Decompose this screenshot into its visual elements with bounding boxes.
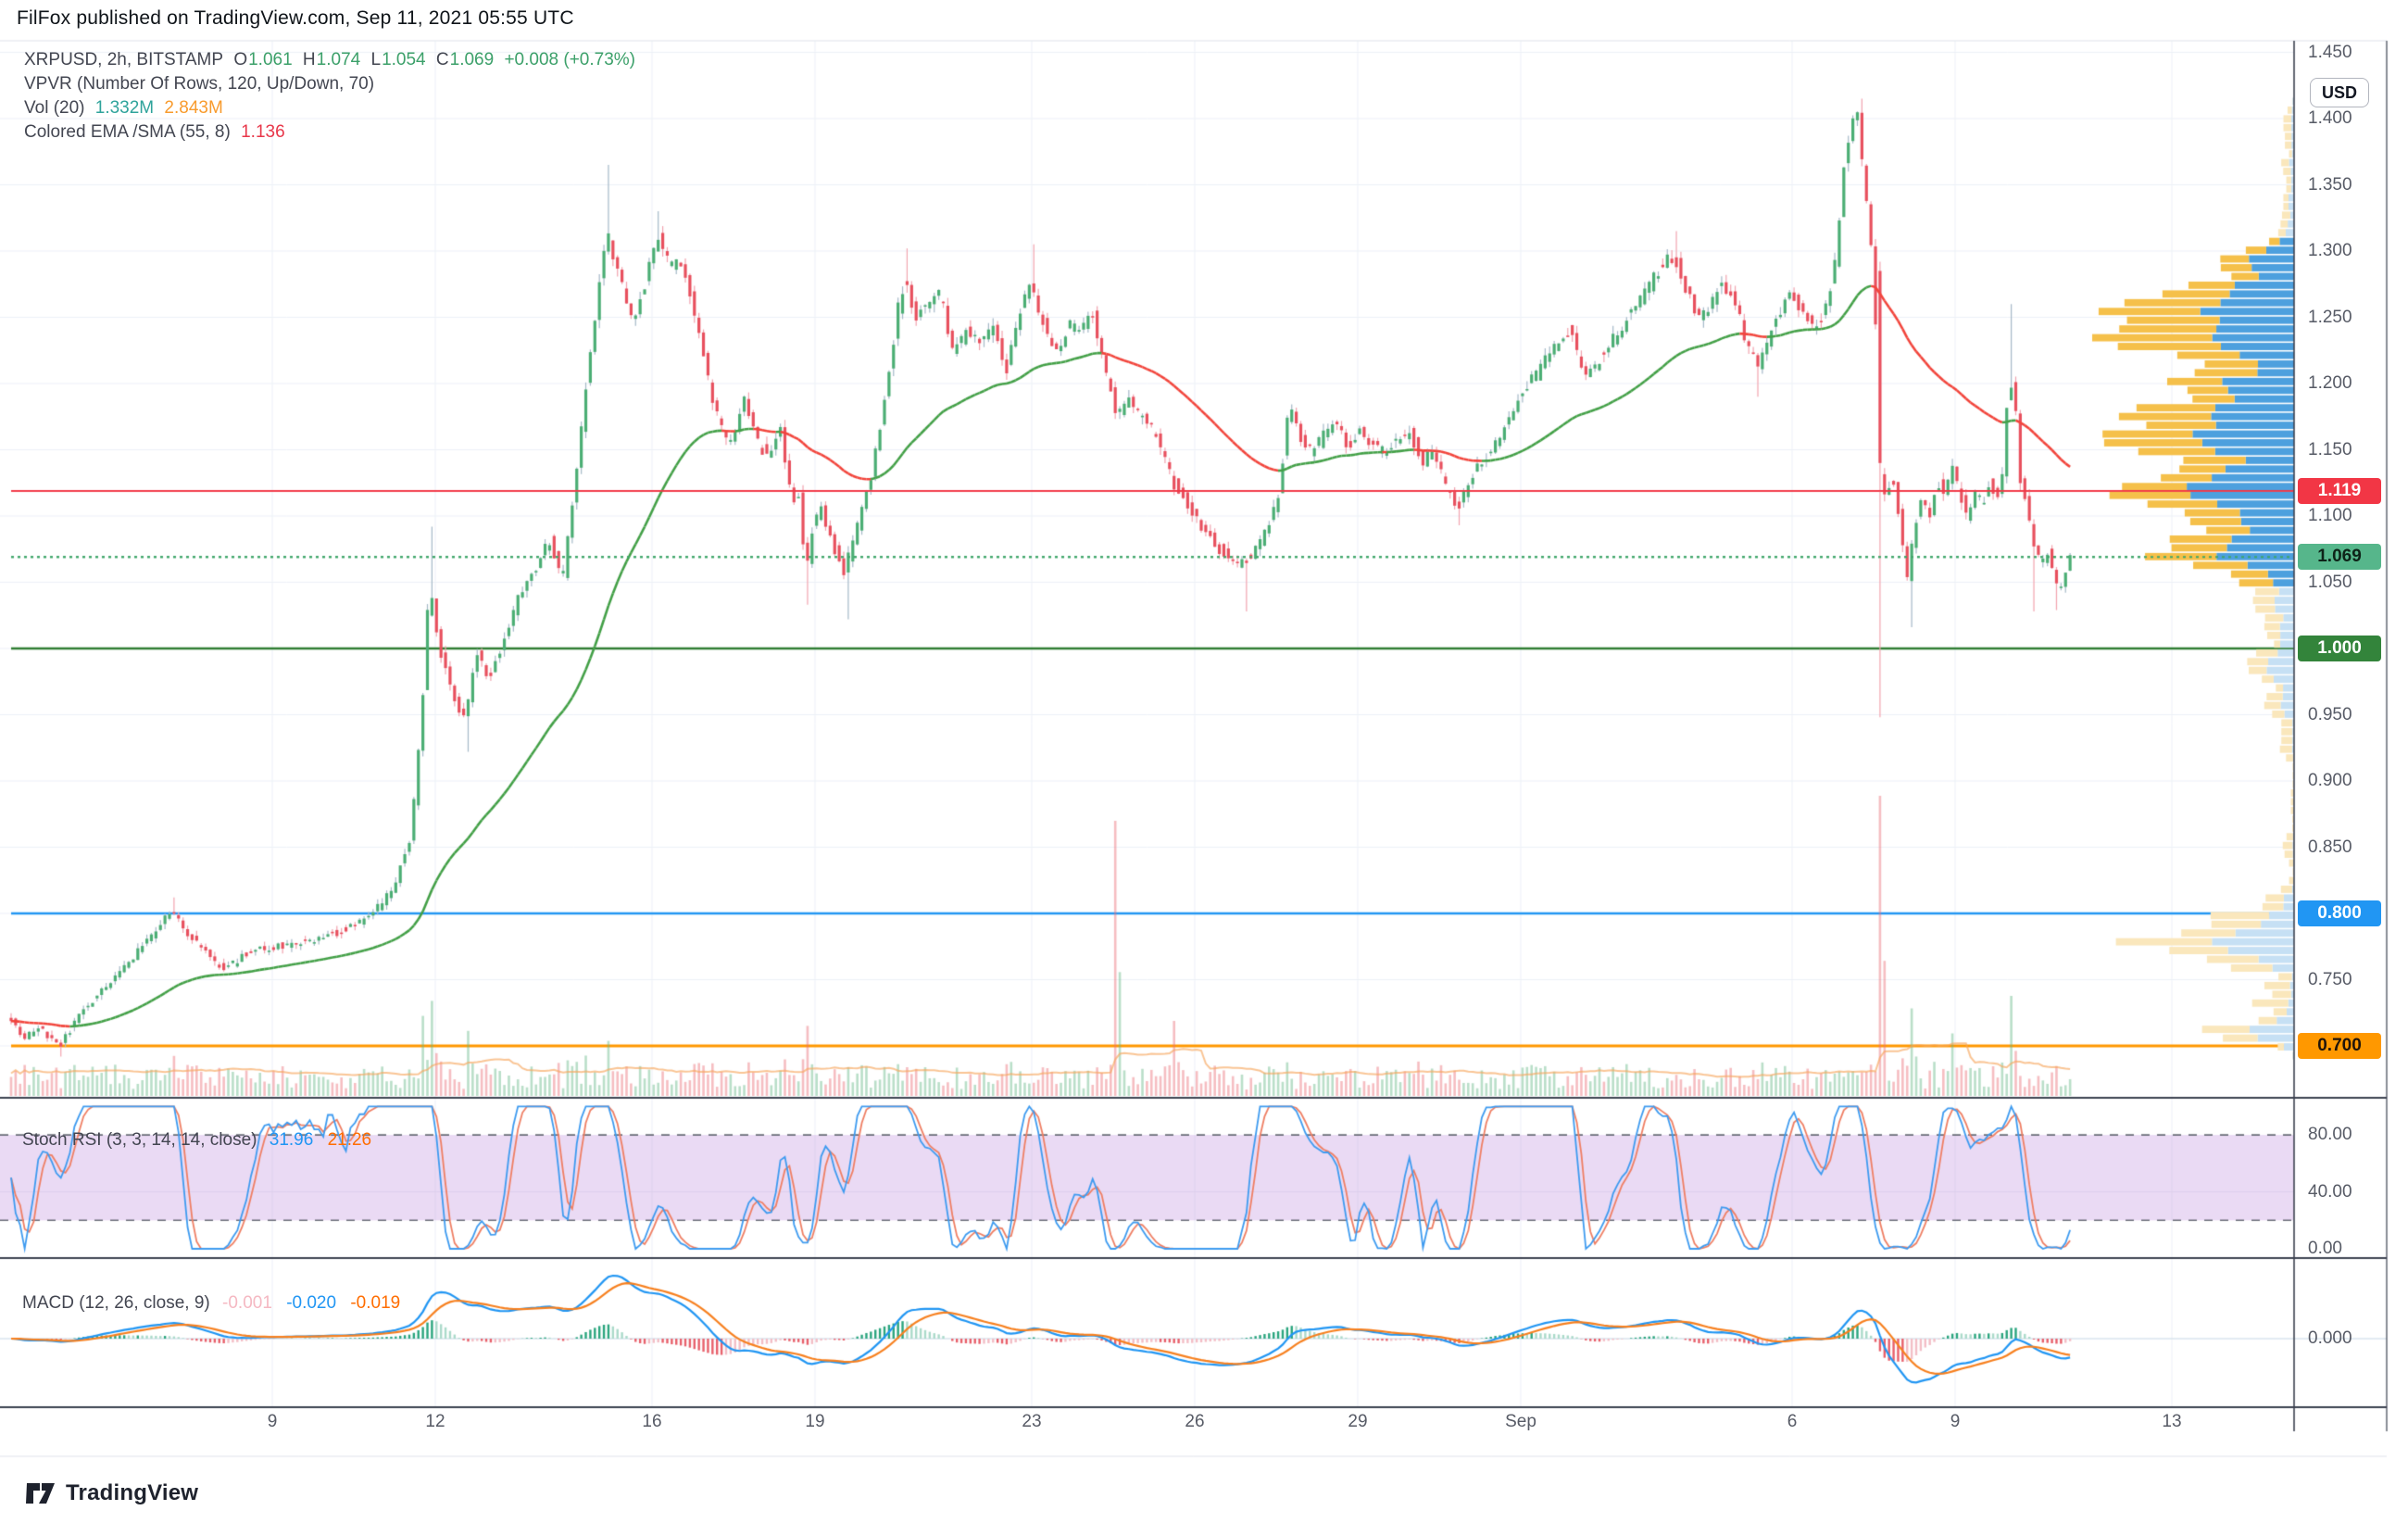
tradingview-logo[interactable]: TradingView <box>26 1480 198 1506</box>
published-headline: FilFox published on TradingView.com, Sep… <box>17 7 574 29</box>
time-tick-label: Sep <box>1505 1412 1536 1431</box>
price-tick-label: 1.050 <box>2308 572 2352 592</box>
price-tick-label: 1.100 <box>2308 506 2352 525</box>
time-tick-label: 23 <box>1022 1412 1042 1431</box>
time-tick-label: 26 <box>1185 1412 1205 1431</box>
price-tick-label: 1.400 <box>2308 108 2352 128</box>
time-tick-label: 19 <box>805 1412 825 1431</box>
close-label: C <box>435 50 449 69</box>
time-tick-label: 9 <box>1950 1412 1961 1431</box>
price-level-chip: 1.069 <box>2298 544 2381 571</box>
volume-ma-value: 2.843M <box>164 98 223 118</box>
ema-legend-row[interactable]: Colored EMA /SMA (55, 8) 1.136 <box>24 122 291 143</box>
stoch-d-value: 21.26 <box>327 1130 372 1150</box>
volume-value: 1.332M <box>94 98 155 118</box>
low-value: 1.054 <box>382 50 426 69</box>
ema-label: Colored EMA /SMA (55, 8) <box>24 122 231 142</box>
low-label: L <box>370 50 382 69</box>
price-level-chip: 1.119 <box>2298 477 2381 504</box>
stoch-rsi-legend-row[interactable]: Stoch RSI (3, 3, 14, 14, close) 31.96 21… <box>22 1130 371 1151</box>
macd-hist-value: -0.001 <box>222 1293 272 1313</box>
price-tick-label: 0.900 <box>2308 771 2352 790</box>
tradingview-logo-icon <box>26 1483 55 1504</box>
stoch-k-value: 31.96 <box>269 1130 314 1150</box>
time-tick-label: 12 <box>425 1412 445 1431</box>
tradingview-logo-text: TradingView <box>66 1480 199 1505</box>
symbol-legend-row[interactable]: XRPUSD, 2h, BITSTAMP O1.061 H1.074 L1.05… <box>24 50 641 70</box>
price-tick-label: 1.450 <box>2308 42 2352 62</box>
price-tick-label: 0.950 <box>2308 704 2352 724</box>
price-level-chip: 1.000 <box>2298 636 2381 661</box>
time-tick-label: 13 <box>2162 1412 2182 1431</box>
macd-tick-label: 0.000 <box>2308 1328 2352 1348</box>
macd-legend-row[interactable]: MACD (12, 26, close, 9) -0.001 -0.020 -0… <box>22 1293 400 1314</box>
price-tick-label: 1.200 <box>2308 373 2352 393</box>
currency-toggle-button[interactable]: USD <box>2310 78 2369 107</box>
price-tick-label: 0.750 <box>2308 969 2352 989</box>
time-tick-label: 16 <box>642 1412 662 1431</box>
open-value: 1.061 <box>248 50 293 69</box>
stoch-tick-label: 40.00 <box>2308 1181 2352 1202</box>
high-value: 1.074 <box>316 50 361 69</box>
vpvr-legend-row[interactable]: VPVR (Number Of Rows, 120, Up/Down, 70) <box>24 74 380 94</box>
ema-value: 1.136 <box>241 122 285 142</box>
time-tick-label: 6 <box>1787 1412 1798 1431</box>
time-tick-label: 9 <box>267 1412 278 1431</box>
vpvr-label: VPVR (Number Of Rows, 120, Up/Down, 70) <box>24 74 375 94</box>
price-tick-label: 1.300 <box>2308 241 2352 260</box>
price-tick-label: 1.150 <box>2308 439 2352 459</box>
volume-legend-row[interactable]: Vol (20) 1.332M 2.843M <box>24 98 229 119</box>
price-level-chip: 0.700 <box>2298 1033 2381 1059</box>
macd-label: MACD (12, 26, close, 9) <box>22 1293 210 1313</box>
time-tick-label: 29 <box>1348 1412 1368 1431</box>
stoch-tick-label: 0.00 <box>2308 1239 2342 1258</box>
high-label: H <box>302 50 316 69</box>
change-value: +0.008 (+0.73%) <box>504 50 635 69</box>
price-tick-label: 0.850 <box>2308 837 2352 857</box>
close-value: 1.069 <box>449 50 495 69</box>
stoch-rsi-label: Stoch RSI (3, 3, 14, 14, close) <box>22 1130 257 1150</box>
open-label: O <box>233 50 248 69</box>
symbol-title: XRPUSD, 2h, BITSTAMP <box>24 50 224 69</box>
volume-label: Vol (20) <box>24 98 85 118</box>
price-tick-label: 1.350 <box>2308 174 2352 195</box>
price-tick-label: 1.250 <box>2308 307 2352 327</box>
macd-signal-value: -0.019 <box>350 1293 401 1313</box>
price-level-chip: 0.800 <box>2298 900 2381 926</box>
macd-line-value: -0.020 <box>286 1293 337 1313</box>
stoch-tick-label: 80.00 <box>2308 1125 2352 1145</box>
